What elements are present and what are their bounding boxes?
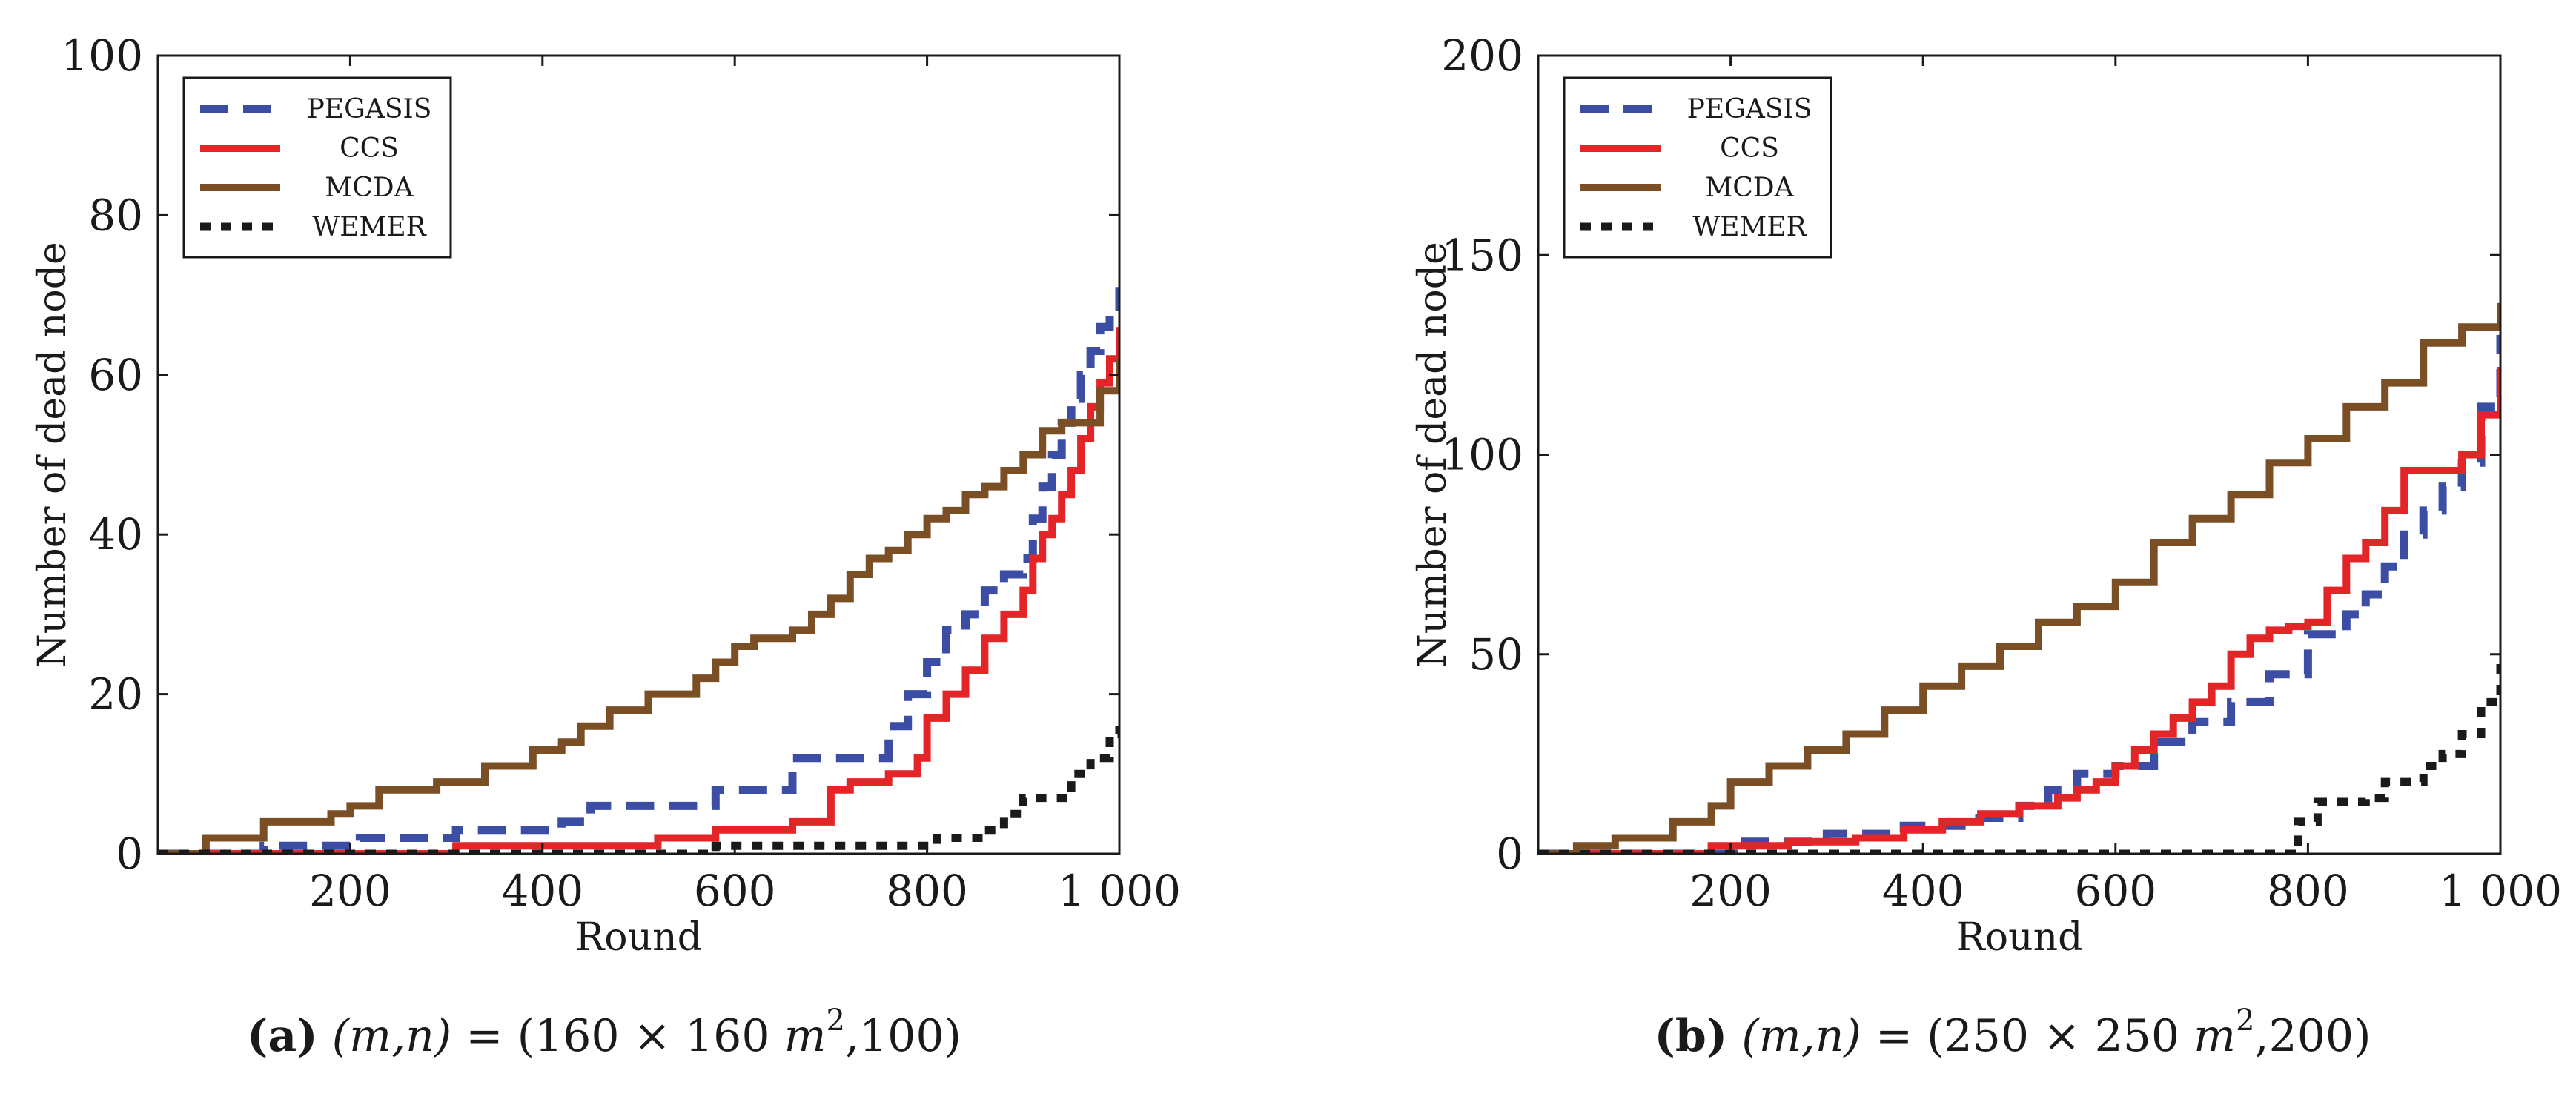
x-tick-label: 400 [501, 866, 583, 916]
y-tick-label: 20 [88, 669, 143, 720]
x-tick-label: 600 [2074, 866, 2156, 916]
caption-label: (a) [247, 1010, 318, 1062]
caption-label: (b) [1655, 1010, 1728, 1062]
x-tick-label: 800 [2267, 866, 2349, 916]
legend-label-pegasis: PEGASIS [1687, 94, 1812, 125]
x-tick-label: 800 [886, 866, 968, 916]
y-tick-label: 60 [88, 350, 143, 400]
x-tick-label: 600 [694, 866, 776, 916]
legend-label-ccs: CCS [1720, 133, 1779, 164]
legend-label-ccs: CCS [340, 133, 399, 164]
legend-label-wemer: WEMER [1692, 212, 1807, 242]
caption-sup: 2 [2236, 1003, 2254, 1038]
x-axis-title: Round [1956, 915, 2083, 960]
caption-sup: 2 [826, 1003, 844, 1038]
caption-lhs: (m,n) [332, 1010, 451, 1062]
caption-open: (160 × 160 [517, 1010, 784, 1062]
y-axis-title: Number of dead node [30, 242, 75, 668]
legend-label-mcda: MCDA [1705, 173, 1794, 203]
caption-space [318, 1010, 332, 1062]
x-tick-label: 1 000 [2439, 866, 2562, 916]
caption-unit: m [784, 1010, 827, 1062]
caption-close: ,100) [845, 1010, 961, 1062]
chart-panel-a: 200 400 600 800 1 000 0 20 40 60 80 100 Round Number… [30, 30, 1181, 1062]
caption-lhs: (m,n) [1741, 1010, 1861, 1062]
y-tick-label: 150 [1441, 230, 1523, 280]
series-line-wemer [158, 726, 1119, 854]
legend-label-mcda: MCDA [325, 173, 414, 203]
legend-label-wemer: WEMER [312, 212, 426, 242]
series-line-pegasis [158, 287, 1119, 854]
y-tick-label: 40 [88, 509, 143, 560]
caption-eq: = [1861, 1010, 1927, 1062]
chart-panel-b: 200 400 600 800 1 000 0 50 100 150 200 Round Number… [1411, 30, 2562, 1062]
series-line-mcda [1538, 302, 2500, 854]
legend-label-pegasis: PEGASIS [307, 94, 432, 125]
y-tick-label: 50 [1469, 629, 1523, 680]
caption-eq: = [451, 1010, 517, 1062]
x-tick-label: 1 000 [1058, 866, 1181, 916]
x-tick-label: 200 [1689, 866, 1772, 916]
x-tick-label: 200 [309, 866, 391, 916]
caption-open: (250 × 250 [1927, 1010, 2193, 1062]
caption-close: ,200) [2254, 1010, 2371, 1062]
series-line-pegasis [1538, 334, 2500, 854]
y-tick-label: 100 [61, 30, 143, 81]
legend: PEGASIS CCS MCDA WEMER [182, 76, 452, 259]
figure-caption: (a) (m,n) = (160 × 160 m2,100) [247, 1003, 961, 1062]
x-tick-label: 400 [1882, 866, 1964, 916]
caption-unit: m [2193, 1010, 2236, 1062]
series-line-ccs [1538, 367, 2500, 854]
x-axis-title: Round [575, 915, 702, 960]
legend: PEGASIS CCS MCDA WEMER [1563, 76, 1832, 259]
series-line-wemer [1538, 662, 2500, 854]
series-line-mcda [158, 359, 1119, 854]
y-tick-label: 0 [1496, 829, 1523, 879]
y-axis-title: Number of dead node [1411, 242, 1455, 668]
series-line-ccs [158, 327, 1119, 854]
caption-space [1727, 1010, 1741, 1062]
y-tick-label: 100 [1441, 430, 1523, 480]
figure-caption: (b) (m,n) = (250 × 250 m2,200) [1655, 1003, 2371, 1062]
y-tick-label: 0 [116, 829, 143, 879]
y-tick-label: 200 [1441, 30, 1523, 81]
y-tick-label: 80 [88, 190, 143, 240]
plot-frame [156, 54, 1121, 855]
